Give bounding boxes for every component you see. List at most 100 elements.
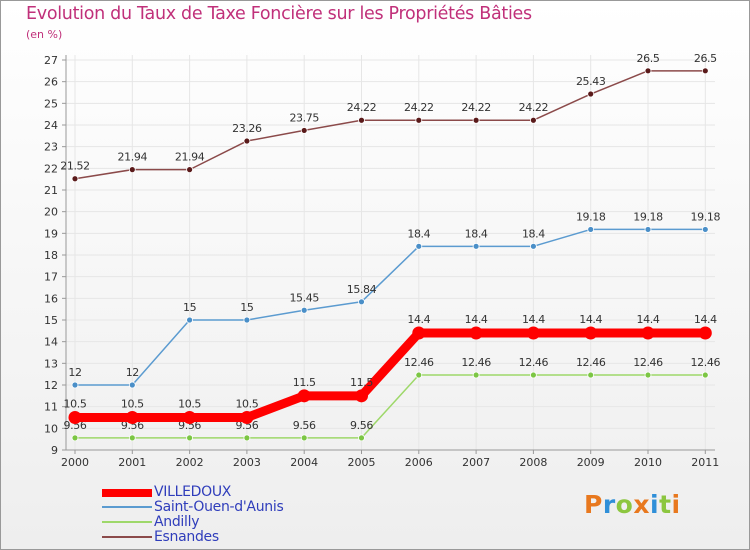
legend-swatch — [102, 506, 152, 508]
data-label: 14.4 — [465, 313, 488, 326]
data-point — [587, 90, 595, 98]
legend-swatch — [102, 521, 152, 523]
proxiti-logo: Proxiti — [584, 490, 681, 519]
data-label: 12.46 — [691, 356, 721, 369]
data-point — [469, 326, 483, 340]
data-point — [472, 371, 480, 379]
x-tick-label: 2006 — [405, 456, 433, 469]
y-tick-label: 22 — [44, 162, 58, 175]
data-point — [358, 116, 365, 124]
data-point — [71, 434, 79, 442]
data-point — [701, 371, 709, 379]
data-point — [415, 242, 423, 250]
data-label: 9.56 — [350, 419, 373, 432]
legend-label: Saint-Ouen-d'Aunis — [154, 499, 284, 515]
data-label: 14.4 — [407, 313, 430, 326]
data-point — [412, 326, 426, 340]
data-point — [530, 242, 537, 250]
data-label: 9.56 — [121, 419, 144, 432]
x-tick-label: 2007 — [462, 456, 490, 469]
x-tick-label: 2010 — [634, 456, 662, 469]
data-label: 23.26 — [232, 122, 262, 135]
data-point — [243, 137, 251, 145]
data-point — [71, 381, 79, 389]
data-point — [701, 226, 709, 233]
data-label: 21.94 — [118, 151, 148, 164]
legend-swatch — [102, 536, 152, 538]
chart-unit-label: (en %) — [26, 28, 63, 41]
legend-label: Esnandes — [154, 529, 219, 545]
data-label: 12.46 — [576, 356, 606, 369]
data-label: 15.84 — [347, 283, 377, 296]
x-tick-label: 2011 — [691, 456, 719, 469]
data-label: 24.22 — [404, 101, 434, 114]
data-point — [587, 226, 595, 233]
logo-letter: x — [633, 490, 650, 519]
y-tick-label: 12 — [44, 379, 58, 392]
data-point — [472, 116, 480, 124]
series-saint-ouen-d-aunis: 12 12 15 15 15.45 15.84 18.4 18.4 18.4 19.18 19.18… — [68, 210, 721, 389]
data-point — [297, 389, 311, 403]
data-label: 26.5 — [694, 52, 717, 65]
data-point — [125, 411, 139, 424]
data-label: 10.5 — [178, 398, 201, 411]
data-point — [530, 371, 537, 379]
y-tick-label: 9 — [51, 444, 58, 457]
data-label: 10.5 — [121, 398, 144, 411]
data-label: 12.46 — [404, 356, 434, 369]
y-tick-label: 15 — [44, 314, 58, 327]
data-label: 19.18 — [633, 210, 663, 223]
x-tick-label: 2008 — [519, 456, 547, 469]
legend-swatch — [102, 489, 152, 497]
series-line — [75, 328, 706, 422]
y-tick-label: 16 — [44, 292, 58, 305]
y-tick-label: 13 — [44, 357, 58, 370]
chart-title: Evolution du Taux de Taxe Foncière sur l… — [26, 4, 532, 24]
data-label: 14.4 — [637, 313, 660, 326]
data-label: 9.56 — [178, 419, 201, 432]
y-tick-label: 26 — [44, 76, 58, 89]
data-point — [587, 371, 595, 379]
legend-item-saint-ouen: Saint-Ouen-d'Aunis — [102, 499, 342, 515]
data-label: 11.5 — [293, 376, 316, 389]
data-label: 9.56 — [293, 419, 316, 432]
x-tick-label: 2005 — [348, 456, 376, 469]
y-tick-label: 20 — [44, 206, 58, 219]
logo-letter: P — [584, 490, 603, 519]
x-tick-label: 2001 — [118, 456, 146, 469]
data-point — [526, 326, 540, 340]
data-point — [128, 381, 136, 389]
data-label: 23.75 — [289, 111, 319, 124]
data-label: 25.43 — [576, 75, 606, 88]
data-point — [584, 326, 598, 340]
data-point — [71, 175, 79, 183]
data-label: 24.22 — [519, 101, 549, 114]
y-tick-label: 10 — [44, 422, 58, 435]
y-tick-label: 14 — [44, 336, 58, 349]
data-label: 19.18 — [576, 210, 606, 223]
data-label: 14.4 — [579, 313, 602, 326]
data-label: 9.56 — [64, 419, 87, 432]
data-point — [698, 326, 712, 340]
series-line — [75, 228, 706, 386]
logo-letter: t — [659, 490, 672, 519]
data-point — [701, 67, 709, 75]
series-esnandes: 21.52 21.94 21.94 23.26 23.75 24.22 24.22 24.22… — [60, 52, 718, 183]
data-point — [472, 242, 480, 250]
data-point — [358, 298, 365, 306]
y-tick-label: 21 — [44, 184, 58, 197]
series-andilly: 9.56 9.56 9.56 9.56 9.56 9.56 12.46 12.46 12.46 1… — [64, 356, 721, 442]
y-tick-label: 25 — [44, 97, 58, 110]
data-point — [415, 116, 423, 124]
data-label: 9.56 — [235, 419, 258, 432]
data-label: 12.46 — [461, 356, 491, 369]
data-point — [358, 434, 365, 442]
data-point — [415, 371, 423, 379]
data-label: 10.5 — [235, 398, 258, 411]
y-tick-label: 18 — [44, 249, 58, 262]
y-tick-label: 19 — [44, 227, 58, 240]
data-label: 24.22 — [461, 101, 491, 114]
legend-item-esnandes: Esnandes — [102, 529, 342, 545]
data-point — [183, 411, 197, 424]
data-point — [128, 434, 136, 442]
